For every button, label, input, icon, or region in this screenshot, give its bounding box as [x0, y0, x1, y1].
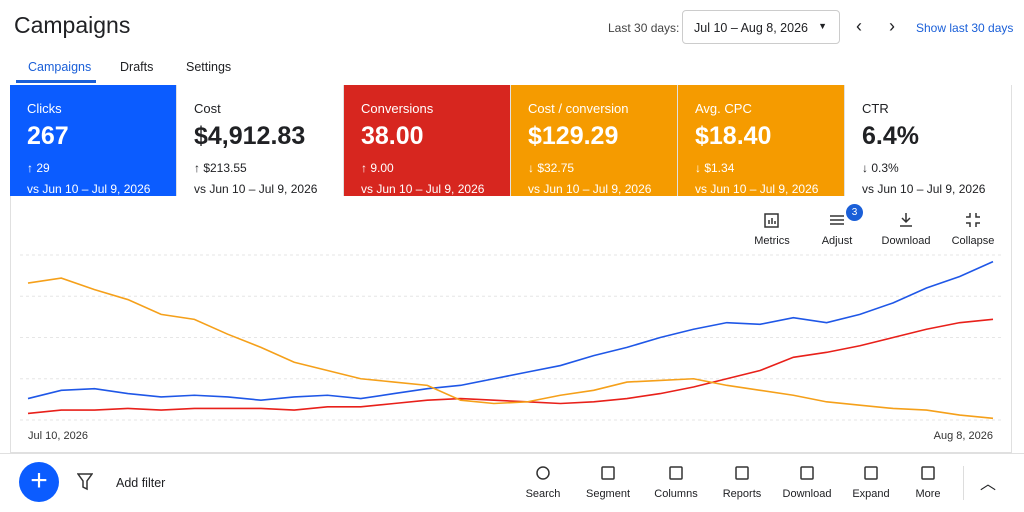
metric-compare: vs Jun 10 – Jul 9, 2026 [361, 182, 485, 196]
prev-button[interactable]: ‹ [856, 16, 862, 36]
metric-change: ↑ 9.00 [361, 161, 394, 175]
metric-compare: vs Jun 10 – Jul 9, 2026 [528, 182, 652, 196]
icon-shape [669, 466, 683, 480]
toolbar-button[interactable]: Search [513, 464, 573, 500]
metric-label: Cost / conversion [528, 101, 629, 116]
series-line [27, 277, 994, 420]
metric-value: $18.40 [695, 122, 772, 150]
metric-card[interactable]: Clicks 267 ↑ 29 vs Jun 10 – Jul 9, 2026 [10, 85, 177, 196]
metric-value: $129.29 [528, 122, 619, 150]
metric-value: $4,912.83 [194, 122, 306, 150]
metric-label: Clicks [27, 101, 62, 116]
tool-label: Metrics [754, 235, 790, 247]
metric-label: Cost [194, 101, 221, 116]
icon [864, 466, 878, 480]
tool-label: Download [881, 235, 931, 247]
bottom-bar [0, 453, 1024, 512]
metrics-button[interactable]: Metrics [742, 211, 802, 247]
icon-shape [735, 466, 749, 480]
date-picker[interactable]: Jul 10 – Aug 8, 2026 ▼ [682, 10, 840, 44]
metric-change: ↑ 29 [27, 161, 50, 175]
toolbar-button[interactable]: Reports [712, 464, 772, 500]
metric-card[interactable]: Avg. CPC $18.40 ↓ $1.34 vs Jun 10 – Jul 9, … [678, 85, 845, 196]
date-range: Jul 10 – Aug 8, 2026 [694, 21, 808, 35]
icon [735, 466, 749, 480]
expand-toggle[interactable]: ︿ [980, 476, 997, 493]
icon [536, 466, 550, 480]
divider [963, 466, 964, 500]
icon [900, 213, 912, 227]
add-filter[interactable]: Add filter [116, 476, 166, 490]
icon-shape [601, 466, 615, 480]
tool-label: Expand [852, 488, 890, 500]
metric-card[interactable]: Conversions 38.00 ↑ 9.00 vs Jun 10 – Jul 9,… [344, 85, 511, 196]
icon-shape [536, 466, 550, 480]
metric-card[interactable]: CTR 6.4% ↓ 0.3% vs Jun 10 – Jul 9, 2026 [845, 85, 1012, 196]
metric-compare: vs Jun 10 – Jul 9, 2026 [27, 182, 151, 196]
metric-value: 6.4% [862, 122, 919, 150]
tool-label: More [915, 488, 941, 500]
icon [601, 466, 615, 480]
x-tick-label: Jul 10, 2026 [28, 430, 88, 442]
metric-label: Avg. CPC [695, 101, 752, 116]
tool-label: Adjust [821, 235, 853, 247]
download-button[interactable]: Download [876, 211, 936, 247]
metric-compare: vs Jun 10 – Jul 9, 2026 [862, 182, 986, 196]
series-line [27, 318, 994, 415]
add-button[interactable]: + [19, 462, 59, 502]
show-last-link[interactable]: Show last 30 days [916, 21, 1014, 35]
tab[interactable]: Settings [186, 60, 232, 74]
icon [966, 213, 980, 227]
toolbar-button[interactable]: More [898, 464, 958, 500]
x-tick-label: Aug 8, 2026 [934, 430, 993, 442]
filter-icon[interactable] [77, 473, 93, 491]
toolbar-button[interactable]: Columns [646, 464, 706, 500]
tab[interactable]: Campaigns [28, 60, 92, 74]
metric-label: CTR [862, 101, 889, 116]
page-title: Campaigns [14, 12, 131, 38]
tab-indicator [16, 80, 96, 83]
icon [764, 213, 779, 228]
metric-value: 267 [27, 122, 69, 150]
collapse-button[interactable]: Collapse [943, 211, 1003, 247]
metric-change: ↓ $1.34 [695, 161, 735, 175]
badge: 3 [846, 204, 863, 221]
dropdown-icon: ▼ [818, 21, 827, 31]
metric-value: 38.00 [361, 122, 424, 150]
tool-label: Columns [654, 488, 698, 500]
toolbar-button[interactable]: Segment [578, 464, 638, 500]
metric-change: ↑ $213.55 [194, 161, 247, 175]
next-button[interactable]: › [889, 16, 895, 36]
metric-change: ↓ 0.3% [862, 161, 899, 175]
toolbar-button[interactable]: Expand [841, 464, 901, 500]
icon [669, 466, 683, 480]
metric-card[interactable]: Cost / conversion $129.29 ↓ $32.75 vs Jun 1… [511, 85, 678, 196]
icon-shape [921, 466, 935, 480]
date-label: Last 30 days: [608, 21, 680, 35]
tool-label: Search [525, 488, 561, 500]
toolbar-button[interactable]: Download [777, 464, 837, 500]
icon-shape [864, 466, 878, 480]
icon-shape [800, 466, 814, 480]
icon [800, 466, 814, 480]
tool-label: Collapse [951, 235, 995, 247]
metric-compare: vs Jun 10 – Jul 9, 2026 [695, 182, 819, 196]
chart-panel [10, 196, 1012, 453]
icon [921, 466, 935, 480]
tool-label: Segment [585, 488, 631, 500]
tool-label: Download [782, 488, 832, 500]
adjust-button[interactable]: Adjust [807, 211, 867, 247]
tool-label: Reports [722, 488, 762, 500]
metric-card[interactable]: Cost $4,912.83 ↑ $213.55 vs Jun 10 – Jul 9,… [177, 85, 344, 196]
series-line [27, 260, 994, 402]
metric-change: ↓ $32.75 [528, 161, 575, 175]
metric-label: Conversions [361, 101, 434, 116]
metric-compare: vs Jun 10 – Jul 9, 2026 [194, 182, 318, 196]
tab[interactable]: Drafts [120, 60, 154, 74]
icon [830, 215, 844, 225]
